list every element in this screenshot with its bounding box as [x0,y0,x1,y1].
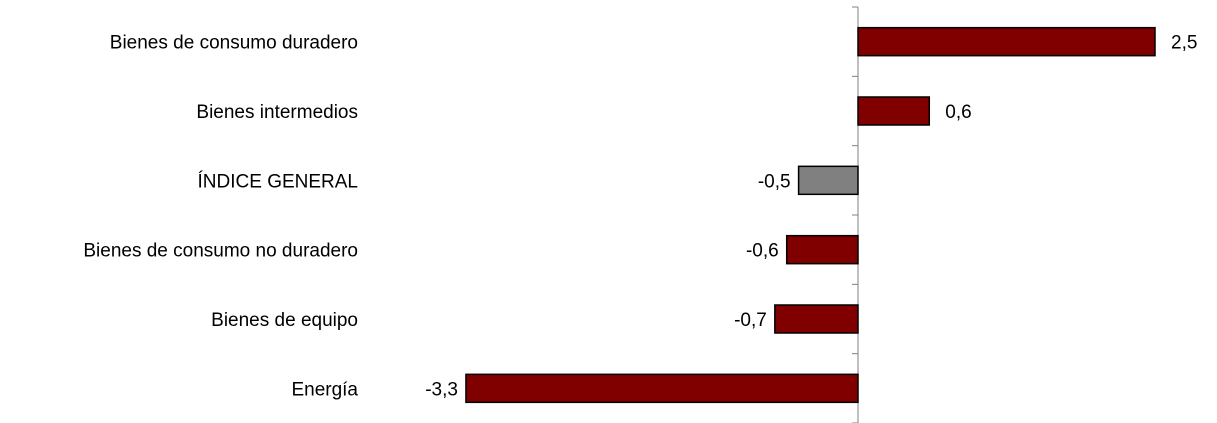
bar-4 [774,304,859,334]
category-label: Bienes de equipo [211,310,358,331]
category-label: Bienes de consumo no duradero [83,241,358,262]
value-label: -3,3 [425,379,458,400]
bar-0 [857,26,1156,57]
bars [465,26,1156,404]
bar-2 [797,165,859,196]
value-label: 2,5 [1171,33,1197,54]
bar-1 [857,96,931,126]
value-label: -0,7 [734,310,767,331]
labels: Bienes de consumo duradero 2,5 Bienes inte… [83,33,1197,401]
value-axis [852,6,859,423]
bar-5 [465,373,859,404]
bar-3 [785,234,859,265]
category-label: ÍNDICE GENERAL [198,171,358,192]
category-label: Energía [291,379,358,400]
category-label: Bienes de consumo duradero [110,33,358,54]
value-label: -0,6 [746,241,779,262]
value-label: -0,5 [758,171,791,192]
value-label: 0,6 [945,102,971,123]
category-label: Bienes intermedios [196,102,358,123]
